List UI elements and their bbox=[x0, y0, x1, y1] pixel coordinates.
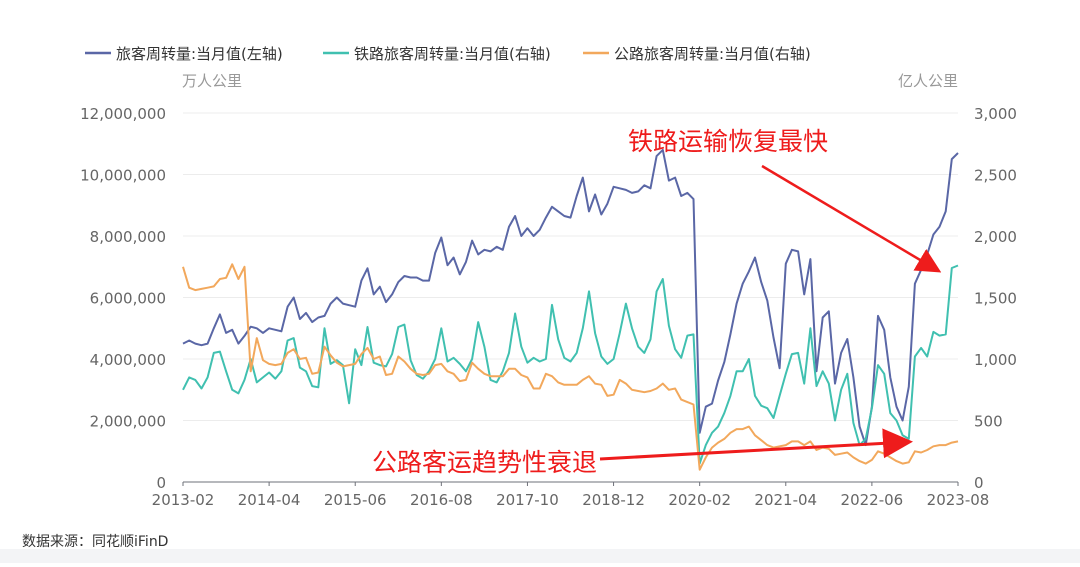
legend-entry-highway: 公路旅客周转量:当月值(右轴) bbox=[583, 45, 811, 63]
y-left-unit-label: 万人公里 bbox=[182, 72, 242, 90]
annotation-railway-recovery: 铁路运输恢复最快 bbox=[628, 127, 828, 156]
grid-layer bbox=[183, 112, 958, 421]
railway-turnover-line bbox=[182, 264, 959, 465]
y-right-tick-label: 500 bbox=[974, 413, 1003, 431]
y-left-tick-label: 8,000,000 bbox=[90, 228, 166, 246]
bottom-strip bbox=[0, 549, 1080, 563]
x-tick-label: 2014-04 bbox=[238, 491, 301, 509]
y-right-tick-label: 1,500 bbox=[974, 290, 1017, 308]
x-tick-label: 2013-02 bbox=[152, 491, 215, 509]
y-left-tick-label: 4,000,000 bbox=[90, 351, 166, 369]
legend-entry-passenger-turnover: 旅客周转量:当月值(左轴) bbox=[85, 45, 283, 63]
y-left-tick-label: 12,000,000 bbox=[80, 105, 166, 123]
x-tick-label: 2018-12 bbox=[582, 491, 645, 509]
x-tick-label: 2021-04 bbox=[754, 491, 817, 509]
series-layer bbox=[182, 148, 959, 471]
x-tick-label: 2016-08 bbox=[410, 491, 473, 509]
x-tick-label: 2022-06 bbox=[841, 491, 904, 509]
y-right-tick-label: 1,000 bbox=[974, 351, 1017, 369]
y-left-tick-label: 2,000,000 bbox=[90, 413, 166, 431]
legend: 旅客周转量:当月值(左轴) 铁路旅客周转量:当月值(右轴) 公路旅客周转量:当月值(… bbox=[85, 45, 811, 63]
axis-layer: 0 0 2,000,000 500 4,000,000 1,000 6,000,000 1,5… bbox=[80, 72, 1017, 509]
annotation-arrow-railway bbox=[761, 164, 942, 273]
y-right-tick-label: 2,000 bbox=[974, 228, 1017, 246]
y-right-tick-label: 0 bbox=[974, 474, 984, 492]
x-tick-label: 2017-10 bbox=[496, 491, 559, 509]
legend-label: 旅客周转量:当月值(左轴) bbox=[116, 45, 283, 63]
y-right-tick-label: 3,000 bbox=[974, 105, 1017, 123]
annotation-arrow-highway bbox=[599, 428, 913, 461]
y-left-tick-label: 6,000,000 bbox=[90, 290, 166, 308]
y-right-unit-label: 亿人公里 bbox=[898, 72, 958, 90]
source-note: 数据来源：同花顺iFinD bbox=[22, 534, 169, 550]
passenger-turnover-line bbox=[182, 148, 959, 447]
x-tick-label: 2020-02 bbox=[668, 491, 731, 509]
y-right-tick-label: 2,500 bbox=[974, 167, 1017, 185]
y-left-tick-label: 10,000,000 bbox=[80, 167, 166, 185]
x-tick-label: 2023-08 bbox=[927, 491, 990, 509]
legend-label: 铁路旅客周转量:当月值(右轴) bbox=[354, 45, 551, 63]
highway-turnover-line bbox=[182, 263, 959, 471]
x-tick-label: 2015-06 bbox=[324, 491, 387, 509]
legend-entry-railway: 铁路旅客周转量:当月值(右轴) bbox=[323, 45, 551, 63]
annotation-highway-decline: 公路客运趋势性衰退 bbox=[372, 448, 597, 477]
legend-label: 公路旅客周转量:当月值(右轴) bbox=[614, 45, 811, 63]
y-left-tick-label: 0 bbox=[156, 474, 166, 492]
